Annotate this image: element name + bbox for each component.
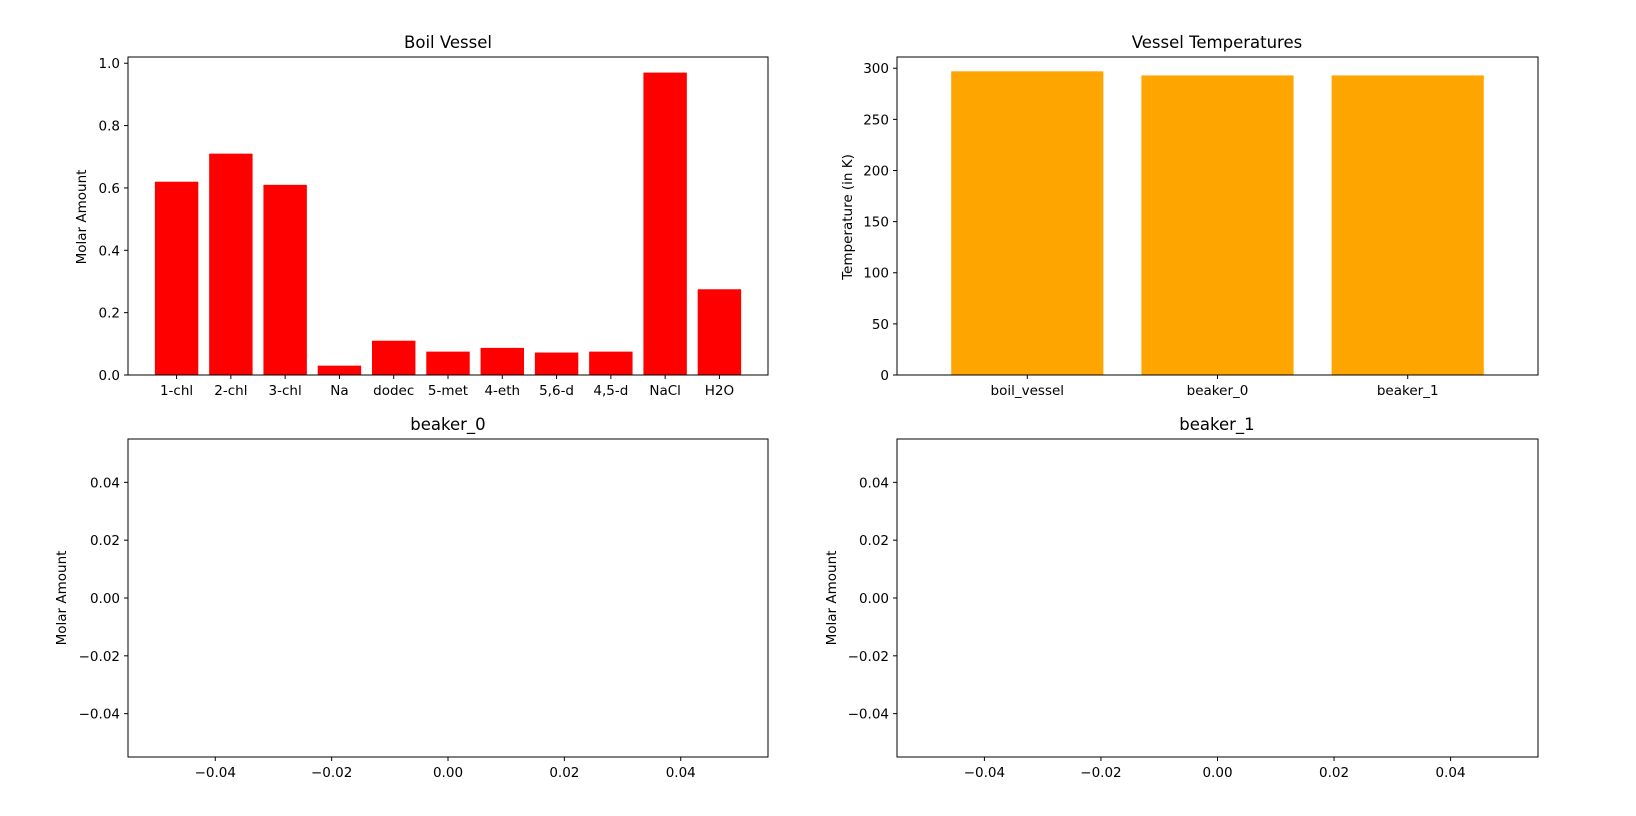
x-tick-label: −0.04: [195, 765, 236, 781]
bar-dodec: [372, 340, 416, 375]
y-tick-label: 0.2: [99, 306, 120, 322]
x-tick-label: 0.04: [1436, 765, 1466, 781]
y-tick-label: 100: [863, 266, 889, 282]
y-tick-label: 0.0: [99, 368, 120, 384]
x-tick-label: 5,6-d: [539, 383, 574, 399]
x-tick-label: 2-chl: [214, 383, 247, 399]
y-tick-label: −0.02: [79, 649, 120, 665]
x-axis-ticks: −0.04 −0.02 0.00 0.02 0.04: [964, 757, 1466, 781]
y-axis-ticks: 0.0 0.2 0.4 0.6 0.8 1.0: [99, 56, 128, 384]
y-tick-label: 0.04: [90, 475, 120, 491]
chart-beaker-0: beaker_0 Molar Amount −0.04 −0.02 0.00 0.02…: [54, 415, 769, 781]
bar-beaker_0: [1141, 75, 1294, 375]
x-tick-label: beaker_1: [1377, 383, 1439, 399]
y-tick-label: 0.8: [99, 119, 120, 135]
chart-title: Vessel Temperatures: [1132, 33, 1302, 52]
x-tick-label: −0.02: [311, 765, 352, 781]
bar-5,6-d: [534, 352, 579, 375]
bar-2-chl: [209, 153, 253, 375]
y-tick-label: 0.00: [859, 591, 889, 607]
chart-beaker-1: beaker_1 Molar Amount −0.04 −0.02 0.00 0.02…: [824, 415, 1539, 781]
x-tick-label: 3-chl: [269, 383, 302, 399]
bar-4-eth: [480, 347, 524, 375]
x-tick-label: dodec: [373, 383, 414, 399]
y-tick-label: 0: [880, 368, 889, 384]
y-tick-label: 200: [863, 163, 889, 179]
x-tick-label: 0.02: [1319, 765, 1349, 781]
y-tick-label: −0.04: [848, 707, 889, 723]
x-tick-label: 0.02: [549, 765, 579, 781]
y-tick-label: 0.4: [99, 243, 120, 259]
chart-title: Boil Vessel: [404, 33, 492, 52]
x-axis-ticks: boil_vessel beaker_0 beaker_1: [991, 375, 1439, 399]
x-tick-label: −0.04: [964, 765, 1005, 781]
y-tick-label: 0.02: [859, 533, 889, 549]
plot-frame: [896, 438, 1539, 758]
bar-1-chl: [154, 181, 199, 375]
plot-frame: [896, 56, 1539, 376]
chart-boil-vessel: Boil Vessel Molar Amount 0.0 0.2 0.4 0.6 0.8…: [74, 33, 769, 399]
y-axis-ticks: −0.04 −0.02 0.00 0.02 0.04: [79, 475, 128, 723]
y-tick-label: 50: [872, 317, 889, 333]
y-tick-label: 1.0: [99, 56, 120, 72]
y-tick-label: 300: [863, 61, 889, 77]
y-tick-label: 0.02: [90, 533, 120, 549]
y-axis-ticks: 0 50 100 150 200 250 300: [863, 61, 897, 384]
chart-vessel-temperatures: Vessel Temperatures Temperature (in K) 0…: [840, 33, 1539, 399]
bar-beaker_1: [1331, 75, 1484, 375]
y-axis-label: Molar Amount: [54, 551, 70, 646]
chart-title: beaker_1: [1179, 415, 1254, 435]
y-tick-label: 0.00: [90, 591, 120, 607]
plot-frame: [127, 438, 769, 758]
y-axis-ticks: −0.04 −0.02 0.00 0.02 0.04: [848, 475, 897, 723]
y-tick-label: −0.04: [79, 707, 120, 723]
chart-title: beaker_0: [410, 415, 485, 435]
bar-4,5-d: [589, 351, 633, 375]
y-tick-label: 150: [863, 215, 889, 231]
y-tick-label: 250: [863, 112, 889, 128]
bar-H2O: [697, 289, 742, 375]
x-tick-label: H2O: [705, 383, 734, 399]
x-tick-label: boil_vessel: [991, 383, 1065, 399]
x-tick-label: beaker_0: [1187, 383, 1249, 399]
x-tick-label: −0.02: [1080, 765, 1121, 781]
x-tick-label: 0.00: [1202, 765, 1232, 781]
bar-NaCl: [643, 72, 687, 376]
y-tick-label: 0.04: [859, 475, 889, 491]
y-axis-label: Molar Amount: [74, 170, 90, 265]
x-axis-ticks: −0.04 −0.02 0.00 0.02 0.04: [195, 757, 696, 781]
plot-frame: [127, 56, 769, 376]
y-tick-label: 0.6: [99, 181, 120, 197]
x-axis-ticks: 1-chl 2-chl 3-chl Na dodec 5-met 4-eth 5,6-d 4,5…: [160, 375, 734, 399]
x-tick-label: 0.04: [666, 765, 696, 781]
x-tick-label: NaCl: [649, 383, 681, 399]
bar-series: [951, 71, 1484, 375]
bar-boil_vessel: [951, 71, 1104, 375]
y-tick-label: −0.02: [848, 649, 889, 665]
bar-5-met: [426, 351, 470, 375]
bar-series: [154, 72, 742, 376]
x-tick-label: Na: [330, 383, 348, 399]
x-tick-label: 4-eth: [484, 383, 520, 399]
y-axis-label: Temperature (in K): [840, 154, 856, 281]
x-tick-label: 0.00: [433, 765, 463, 781]
x-tick-label: 4,5-d: [593, 383, 628, 399]
x-tick-label: 1-chl: [160, 383, 193, 399]
x-tick-label: 5-met: [428, 383, 468, 399]
bar-Na: [317, 365, 362, 375]
y-axis-label: Molar Amount: [824, 551, 840, 646]
bar-3-chl: [263, 184, 307, 375]
